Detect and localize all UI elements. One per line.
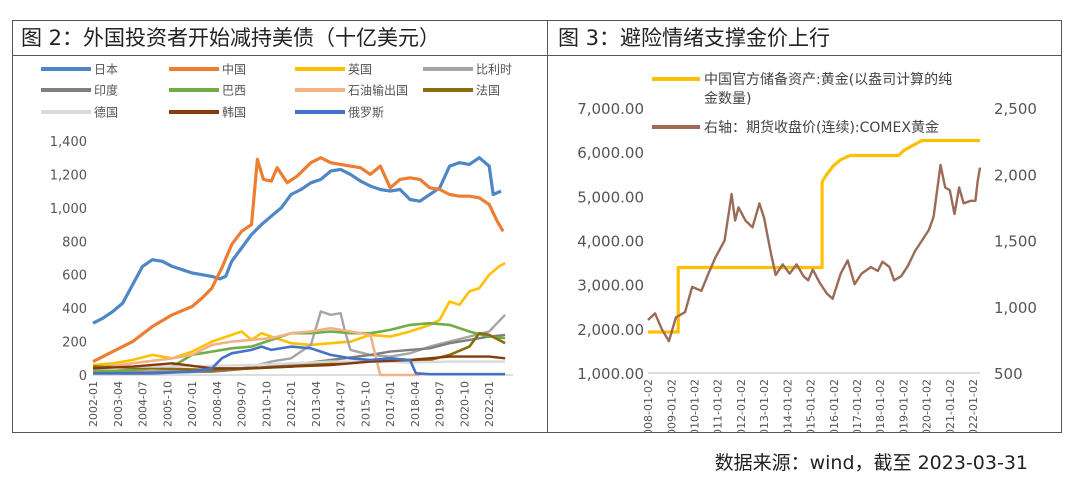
left-y-tick-label: 2,000.00 — [577, 321, 644, 339]
series-line-2 — [92, 261, 506, 367]
x-tick-label: 2005-10 — [161, 381, 174, 427]
x-tick-label: 2011-01-02 — [712, 379, 725, 433]
legend-label: 日本 — [94, 63, 118, 77]
y-tick-label: 1,200 — [50, 168, 87, 183]
left-chart-panel: 图 2：外国投资者开始减持美债（十亿美元） 0 200 400 600 800 1,000… — [13, 21, 548, 432]
right-y-tick-label: 2,000 — [994, 166, 1037, 184]
y-tick-label: 400 — [62, 302, 87, 317]
legend-label: 中国 — [222, 62, 246, 77]
series-line-8 — [92, 360, 506, 370]
left-y-tick-label: 7,000.00 — [577, 100, 644, 118]
right-y-tick-label: 1,500 — [994, 233, 1037, 251]
x-tick-label: 2017-01-02 — [851, 379, 864, 433]
left-y-tick-label: 5,000.00 — [577, 188, 644, 206]
x-tick-label: 2010-01-02 — [688, 379, 701, 433]
right-chart-title: 图 3：避险情绪支撑金价上行 — [548, 21, 1061, 56]
legend-label: 中国官方储备资产:黄金(以盎司计算的纯金数量) — [704, 71, 952, 107]
left-chart-svg: 0 200 400 600 800 1,000 1,200 1,400 2002-01 2003-… — [41, 62, 513, 427]
series-line-10 — [93, 345, 506, 376]
left-y-tick-label: 4,000.00 — [577, 233, 644, 251]
y-tick-label: 1,400 — [50, 135, 87, 150]
x-tick-label: 2014-01-02 — [781, 379, 794, 433]
x-tick-label: 2008-01-02 — [642, 379, 655, 433]
series-line-1 — [647, 163, 982, 343]
x-tick-label: 2019-01-02 — [897, 379, 910, 433]
legend-label: 法国 — [476, 84, 500, 98]
x-tick-label: 2015-01-02 — [805, 379, 818, 433]
y-tick-label: 800 — [62, 235, 87, 250]
left-y-tick-label: 6,000.00 — [577, 144, 644, 162]
x-tick-label: 2003-04 — [112, 381, 125, 427]
x-tick-label: 2022-01-02 — [967, 379, 980, 433]
x-tick-label: 2012-01 — [285, 381, 298, 427]
right-y-tick-label: 2,500 — [994, 100, 1037, 118]
right-chart-svg: 1,000.00 2,000.00 3,000.00 4,000.00 5,000.00… — [577, 71, 1037, 433]
series-line-1 — [92, 156, 505, 364]
series-line-6 — [92, 326, 420, 377]
x-tick-label: 2022-01 — [483, 381, 496, 427]
legend-label: 石油输出国 — [348, 83, 408, 98]
x-tick-label: 2020-10 — [458, 381, 471, 427]
x-tick-label: 2019-07 — [434, 381, 447, 427]
x-tick-label: 2013-04 — [310, 381, 323, 427]
source-note: 数据来源：wind，截至 2023-03-31 — [714, 452, 1028, 474]
y-tick-label: 1,000 — [50, 202, 87, 217]
legend-label: 英国 — [348, 63, 372, 77]
left-chart-title: 图 2：外国投资者开始减持美债（十亿美元） — [13, 21, 547, 56]
y-tick-label: 200 — [62, 336, 87, 351]
legend-label: 右轴：期货收盘价(连续):COMEX黄金 — [704, 119, 939, 136]
legend-label: 韩国 — [222, 105, 246, 120]
x-tick-label: 2004-07 — [137, 381, 150, 427]
legend-label: 俄罗斯 — [348, 106, 384, 120]
right-chart-panel: 图 3：避险情绪支撑金价上行 1,000.00 2,000.00 3,000.00 4… — [548, 21, 1061, 433]
x-tick-label: 2021-01-02 — [944, 379, 957, 433]
y-tick-label: 600 — [62, 269, 87, 284]
x-tick-label: 2002-01 — [87, 381, 100, 427]
left-y-tick-label: 1,000.00 — [577, 365, 644, 383]
y-tick-label: 0 — [79, 369, 87, 384]
x-tick-label: 2018-01-02 — [874, 379, 887, 433]
x-tick-label: 2009-07 — [236, 381, 249, 427]
x-tick-label: 2009-01-02 — [665, 379, 678, 433]
x-tick-label: 2008-04 — [211, 381, 224, 427]
x-tick-label: 2015-10 — [359, 381, 372, 427]
series-line-0 — [648, 138, 980, 334]
x-tick-label: 2018-04 — [409, 381, 422, 427]
legend-label: 巴西 — [222, 84, 246, 98]
x-tick-label: 2017-01 — [384, 381, 397, 427]
x-tick-label: 2012-01-02 — [735, 379, 748, 433]
series-line-4 — [92, 333, 506, 375]
figure-frame: 图 2：外国投资者开始减持美债（十亿美元） 0 200 400 600 800 1,000… — [12, 20, 1062, 433]
x-tick-label: 2016-01-02 — [828, 379, 841, 433]
series-line-0 — [92, 156, 502, 325]
x-tick-label: 2013-01-02 — [758, 379, 771, 433]
left-y-tick-label: 3,000.00 — [577, 277, 644, 295]
x-tick-label: 2010-10 — [260, 381, 273, 427]
legend-label: 比利时 — [476, 63, 512, 77]
right-y-tick-label: 500 — [994, 365, 1023, 383]
legend-label: 印度 — [94, 83, 118, 98]
series-line-9 — [92, 355, 506, 370]
right-y-tick-label: 1,000 — [994, 299, 1037, 317]
x-tick-label: 2014-07 — [335, 381, 348, 427]
x-tick-label: 2007-01 — [186, 381, 199, 427]
x-tick-label: 2020-01-02 — [921, 379, 934, 433]
legend-label: 德国 — [94, 105, 118, 120]
